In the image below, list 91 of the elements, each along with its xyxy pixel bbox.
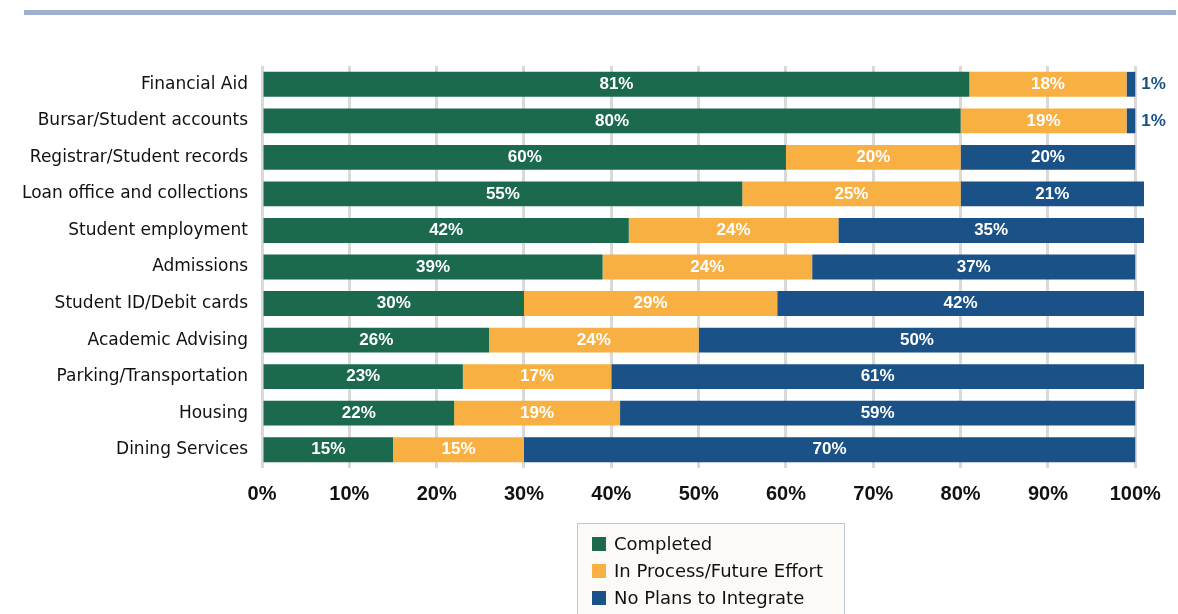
data-label: 26% — [359, 329, 394, 349]
bar — [263, 437, 394, 463]
y-tick-label: Registrar/Student records — [29, 145, 249, 166]
y-tick-label: Student ID/Debit cards — [54, 291, 249, 312]
bar — [969, 71, 1127, 97]
data-label: 23% — [346, 366, 381, 386]
x-tick-label: 90% — [1027, 481, 1069, 504]
bar — [263, 108, 961, 134]
legend-label: In Process/Future Effort — [614, 560, 824, 581]
data-label: 1% — [1141, 110, 1166, 130]
data-label: 61% — [860, 366, 895, 386]
data-label: 20% — [1030, 147, 1065, 167]
data-label: 21% — [1035, 183, 1070, 203]
bar — [263, 71, 970, 97]
data-label: 24% — [690, 256, 725, 276]
bar — [524, 291, 778, 316]
bar — [602, 254, 813, 280]
data-label: 55% — [485, 183, 520, 203]
data-label: 18% — [1030, 73, 1065, 93]
bar — [462, 364, 612, 390]
data-label: 50% — [899, 329, 934, 349]
bar — [263, 364, 463, 390]
data-label: 25% — [834, 183, 869, 203]
bar — [263, 144, 786, 170]
bar — [263, 254, 603, 280]
bar — [393, 437, 524, 463]
x-tick-label: 0% — [247, 481, 277, 504]
y-tick-label: Loan office and collections — [21, 182, 249, 203]
legend-label: Completed — [614, 533, 713, 554]
y-tick-label: Parking/Transportation — [56, 365, 249, 386]
bar — [698, 327, 1136, 353]
bar — [812, 254, 1136, 280]
data-label: 81% — [599, 73, 634, 93]
bar — [489, 327, 699, 353]
x-tick-label: 100% — [1109, 481, 1162, 504]
x-tick-label: 70% — [853, 481, 894, 504]
data-label: 20% — [856, 147, 891, 167]
bar — [960, 144, 1136, 170]
y-tick-label: Academic Advising — [87, 328, 249, 349]
bar — [620, 400, 1136, 426]
data-label: 59% — [860, 402, 895, 422]
data-label: 22% — [341, 402, 376, 422]
data-label: 42% — [943, 293, 978, 313]
data-label: 1% — [1141, 73, 1166, 93]
bar — [263, 291, 524, 316]
data-label: 24% — [716, 220, 751, 240]
y-tick-label: Financial Aid — [141, 72, 249, 93]
x-tick-label: 80% — [940, 481, 981, 504]
y-tick-label: Student employment — [68, 218, 249, 239]
bar — [263, 181, 743, 207]
data-label: 80% — [595, 110, 630, 130]
data-label: 70% — [812, 439, 847, 459]
bar — [742, 181, 961, 207]
bar — [785, 144, 961, 170]
bar — [1126, 108, 1136, 134]
data-label: 15% — [441, 439, 476, 459]
bar — [960, 181, 1144, 207]
y-tick-label: Dining Services — [116, 438, 249, 459]
data-label: 39% — [416, 256, 451, 276]
y-tick-label: Admissions — [152, 255, 249, 276]
bar — [1126, 71, 1136, 97]
bar — [263, 400, 455, 426]
x-tick-label: 20% — [416, 481, 457, 504]
data-label: 15% — [311, 439, 346, 459]
legend-label: No Plans to Integrate — [614, 587, 805, 608]
x-tick-label: 10% — [329, 481, 370, 504]
data-label: 30% — [376, 293, 411, 313]
y-tick-label: Bursar/Student accounts — [37, 109, 249, 130]
bar — [960, 108, 1127, 134]
x-tick-label: 30% — [503, 481, 545, 504]
bar — [611, 364, 1144, 390]
data-label: 60% — [507, 147, 542, 167]
data-label: 19% — [520, 402, 555, 422]
bar — [263, 327, 490, 353]
data-label: 24% — [576, 329, 611, 349]
data-label: 42% — [429, 220, 464, 240]
bar — [628, 218, 839, 243]
x-tick-label: 50% — [678, 481, 719, 504]
bar — [777, 291, 1144, 316]
data-label: 29% — [633, 293, 668, 313]
y-tick-label: Housing — [178, 401, 249, 422]
data-label: 19% — [1026, 110, 1061, 130]
bar — [838, 218, 1144, 243]
data-label: 17% — [520, 366, 555, 386]
x-tick-label: 60% — [765, 481, 807, 504]
bar — [454, 400, 621, 426]
bar — [263, 218, 629, 243]
x-tick-label: 40% — [591, 481, 632, 504]
data-label: 35% — [974, 220, 1009, 240]
data-label: 37% — [956, 256, 991, 276]
bar — [524, 437, 1136, 463]
